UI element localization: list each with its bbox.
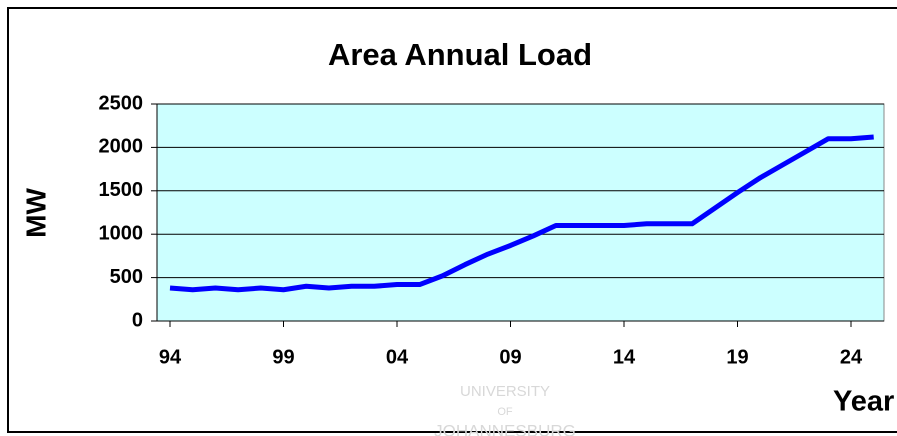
- y-tick-label: 1000: [99, 222, 144, 244]
- x-tick-label: 14: [613, 346, 636, 368]
- y-tick-label: 2000: [99, 136, 144, 158]
- x-tick-label: 04: [386, 346, 409, 368]
- plot-area: [156, 103, 885, 322]
- chart-title: Area Annual Load: [328, 37, 592, 72]
- y-tick-label: 1500: [99, 179, 144, 201]
- watermark: UNIVERSITY: [460, 383, 550, 400]
- x-tick-label: 99: [272, 346, 294, 368]
- x-axis-label: Year: [833, 386, 894, 418]
- y-tick-label: 500: [110, 266, 143, 288]
- watermark: OF: [497, 406, 513, 418]
- x-tick-label: 94: [159, 346, 182, 368]
- y-axis-label: MW: [20, 188, 51, 238]
- x-tick-label: 24: [840, 346, 863, 368]
- x-tick-label: 19: [726, 346, 748, 368]
- y-tick-label: 2500: [99, 92, 144, 114]
- x-tick-label: 09: [499, 346, 521, 368]
- watermark: JOHANNESBURG: [434, 421, 576, 436]
- y-tick-label: 0: [132, 309, 143, 331]
- data-line: [169, 134, 874, 293]
